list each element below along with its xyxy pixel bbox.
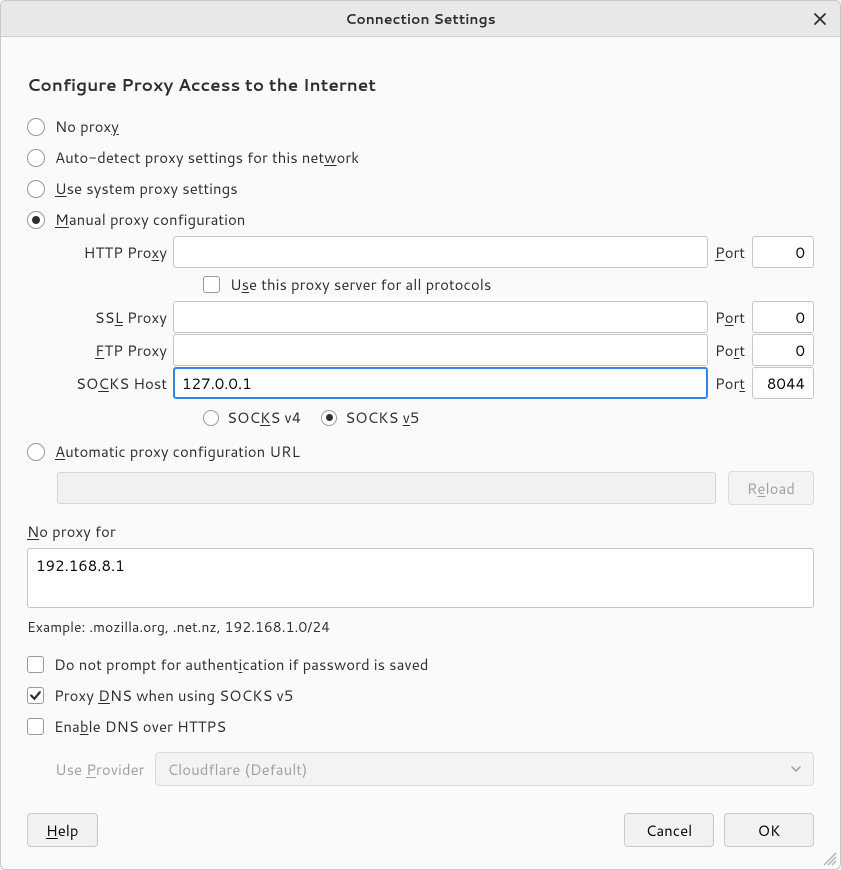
http-proxy-label: HTTP Proxy: [57, 242, 173, 263]
radio-label: Use system proxy settings: [55, 178, 238, 199]
radio-system-proxy[interactable]: Use system proxy settings: [27, 173, 814, 204]
checkbox-label: Do not prompt for authentication if pass…: [54, 654, 428, 675]
radio-icon: [203, 410, 219, 426]
socks-port-input[interactable]: [752, 367, 814, 399]
socks-v5-radio[interactable]: SOCKS v5: [321, 407, 419, 428]
proxy-dns-socks5-checkbox[interactable]: Proxy DNS when using SOCKS v5: [27, 680, 814, 711]
no-proxy-for-textarea[interactable]: [27, 548, 814, 608]
radio-icon: [27, 118, 45, 136]
ssl-proxy-input[interactable]: [173, 301, 708, 333]
connection-settings-dialog: Connection Settings Configure Proxy Acce…: [0, 0, 841, 870]
pac-url-input: [57, 472, 716, 504]
ssl-proxy-label: SSL Proxy: [57, 307, 173, 328]
doh-provider-row: Use Provider Cloudflare (Default): [55, 752, 814, 786]
http-port-input[interactable]: [752, 236, 814, 268]
radio-pac-url[interactable]: Automatic proxy configuration URL: [27, 436, 814, 467]
checkbox-icon: [27, 718, 44, 735]
radio-label: Automatic proxy configuration URL: [55, 441, 300, 462]
socks-v4-radio[interactable]: SOCKS v4: [203, 407, 301, 428]
radio-auto-detect[interactable]: Auto-detect proxy settings for this netw…: [27, 142, 814, 173]
checkbox-label: Use this proxy server for all protocols: [230, 274, 491, 295]
radio-no-proxy[interactable]: No proxy: [27, 111, 814, 142]
radio-label: SOCKS v4: [227, 407, 301, 428]
checkbox-icon: [27, 687, 44, 704]
cancel-button[interactable]: Cancel: [624, 813, 714, 847]
socks-host-input[interactable]: [173, 367, 708, 399]
socks-version-group: SOCKS v4 SOCKS v5: [203, 407, 814, 428]
radio-label: SOCKS v5: [345, 407, 419, 428]
no-auth-prompt-checkbox[interactable]: Do not prompt for authentication if pass…: [27, 649, 814, 680]
radio-label: Auto-detect proxy settings for this netw…: [55, 147, 359, 168]
radio-icon: [27, 180, 45, 198]
http-port-label: Port: [708, 242, 752, 263]
close-button[interactable]: [808, 7, 832, 31]
dialog-content: Configure Proxy Access to the Internet N…: [1, 37, 840, 795]
ssl-port-label: Port: [708, 307, 752, 328]
radio-icon: [27, 211, 45, 229]
socks-port-label: Port: [708, 373, 752, 394]
section-heading: Configure Proxy Access to the Internet: [27, 73, 814, 97]
radio-icon: [27, 149, 45, 167]
manual-proxy-fields: HTTP Proxy Port Use this proxy server fo…: [57, 236, 814, 428]
window-title: Connection Settings: [345, 9, 495, 29]
dialog-footer: Help Cancel OK: [1, 795, 840, 869]
no-proxy-example: Example: .mozilla.org, .net.nz, 192.168.…: [27, 617, 814, 637]
checkbox-icon: [203, 276, 220, 293]
provider-select: Cloudflare (Default): [155, 752, 814, 786]
radio-label: No proxy: [55, 116, 119, 137]
checkbox-label: Proxy DNS when using SOCKS v5: [54, 685, 293, 706]
ftp-proxy-input[interactable]: [173, 334, 708, 366]
enable-doh-checkbox[interactable]: Enable DNS over HTTPS: [27, 711, 814, 742]
ftp-proxy-label: FTP Proxy: [57, 340, 173, 361]
reload-button: Reload: [728, 471, 814, 505]
use-for-all-protocols-checkbox[interactable]: Use this proxy server for all protocols: [203, 274, 814, 295]
ftp-port-input[interactable]: [752, 334, 814, 366]
ssl-port-input[interactable]: [752, 301, 814, 333]
ftp-port-label: Port: [708, 340, 752, 361]
radio-manual-proxy[interactable]: Manual proxy configuration: [27, 204, 814, 235]
no-proxy-for-label: No proxy for: [27, 521, 814, 542]
titlebar: Connection Settings: [1, 1, 840, 37]
radio-label: Manual proxy configuration: [55, 209, 245, 230]
http-proxy-input[interactable]: [173, 236, 708, 268]
resize-grip-icon[interactable]: [822, 851, 838, 867]
chevron-down-icon: [791, 766, 801, 772]
help-button[interactable]: Help: [27, 813, 98, 847]
provider-label: Use Provider: [55, 759, 145, 780]
socks-host-label: SOCKS Host: [57, 373, 173, 394]
checkbox-label: Enable DNS over HTTPS: [54, 716, 226, 737]
provider-value: Cloudflare (Default): [168, 759, 308, 780]
close-icon: [814, 13, 826, 25]
radio-icon: [321, 410, 337, 426]
checkbox-icon: [27, 656, 44, 673]
ok-button[interactable]: OK: [724, 813, 814, 847]
radio-icon: [27, 443, 45, 461]
